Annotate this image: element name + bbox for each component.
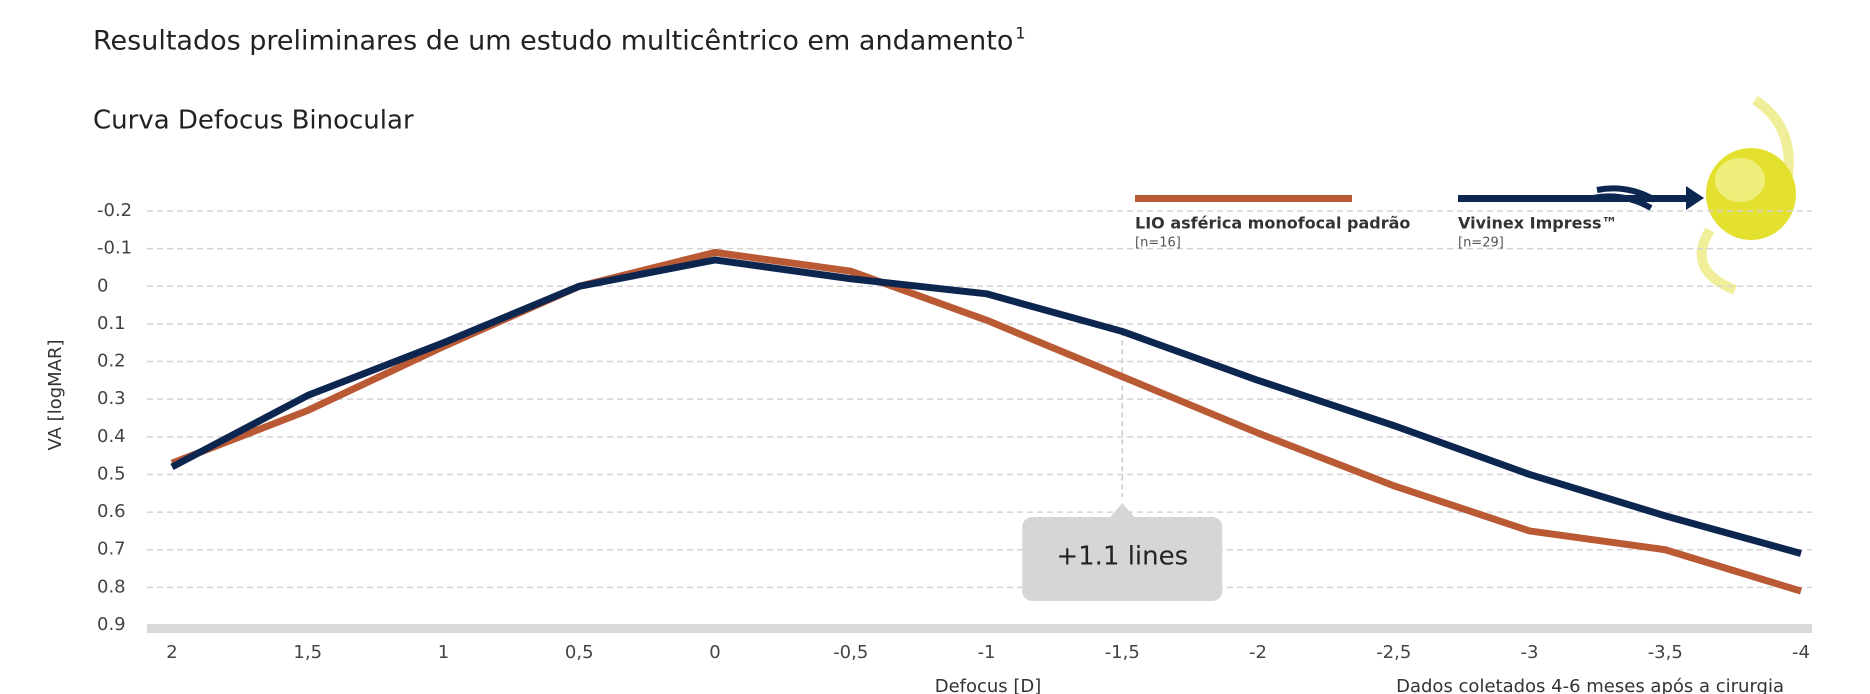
x-tick-label: -1 <box>978 642 996 663</box>
x-tick-label: -2 <box>1249 642 1267 663</box>
x-tick-label: -4 <box>1792 642 1810 663</box>
lens-icon <box>1592 95 1796 295</box>
y-axis-label: VA [logMAR] <box>45 339 66 450</box>
annotation-box <box>1022 503 1223 601</box>
x-tick-label: -1,5 <box>1105 642 1140 663</box>
axis-bar <box>147 624 1812 633</box>
y-tick-label: 0.3 <box>97 388 126 409</box>
footnote: Dados coletados 4-6 meses após a cirurgi… <box>1396 676 1784 694</box>
x-tick-label: 2 <box>166 642 177 663</box>
x-axis-label: Defocus [D] <box>935 676 1042 694</box>
y-tick-label: 0.1 <box>97 313 126 334</box>
y-tick-label: 0.5 <box>97 463 126 484</box>
legend-swatch <box>1458 195 1688 202</box>
annotation-text: +1.1 lines <box>1056 542 1188 572</box>
x-tick-label: -2,5 <box>1376 642 1411 663</box>
x-tick-label: -0,5 <box>833 642 868 663</box>
y-tick-label: 0.8 <box>97 576 126 597</box>
x-tick-label: 0 <box>709 642 720 663</box>
y-tick-label: 0.7 <box>97 539 126 560</box>
legend-swatch <box>1135 195 1352 202</box>
y-tick-label: -0.2 <box>97 200 132 221</box>
x-tick-label: -3,5 <box>1648 642 1683 663</box>
chart-title: Resultados preliminares de um estudo mul… <box>93 26 1013 57</box>
x-tick-label: 1 <box>438 642 449 663</box>
y-tick-label: 0.2 <box>97 351 126 372</box>
x-tick-label: 0,5 <box>565 642 594 663</box>
title-note: 1 <box>1015 24 1025 43</box>
legend-label: Vivinex Impress™ <box>1458 214 1618 233</box>
legend-arrow <box>1686 186 1704 210</box>
y-tick-label: 0.4 <box>97 426 126 447</box>
legend-label: LIO asférica monofocal padrão <box>1135 214 1410 233</box>
legend-sample: [n=29] <box>1458 236 1504 251</box>
series-line <box>170 256 1802 557</box>
series-line <box>170 248 1803 595</box>
x-tick-label: 1,5 <box>293 642 322 663</box>
y-tick-label: -0.1 <box>97 238 132 259</box>
y-tick-label: 0.9 <box>97 614 126 635</box>
x-tick-label: -3 <box>1521 642 1539 663</box>
legend-sample: [n=16] <box>1135 236 1181 251</box>
y-tick-label: 0.6 <box>97 501 126 522</box>
y-tick-label: 0 <box>97 275 108 296</box>
chart-subtitle: Curva Defocus Binocular <box>93 106 414 136</box>
